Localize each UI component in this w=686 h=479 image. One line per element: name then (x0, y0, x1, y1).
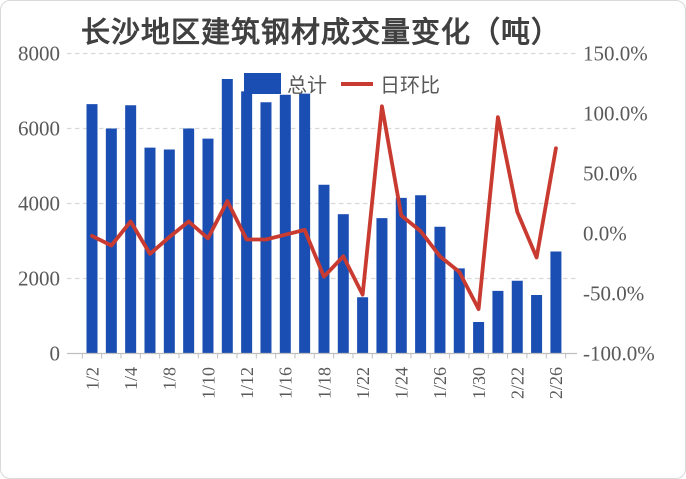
x-axis-label: 1/24 (392, 367, 412, 399)
x-axis-label: 1/22 (353, 367, 373, 399)
x-axis-label: 1/26 (430, 367, 450, 399)
left-axis-label: 2000 (18, 267, 60, 291)
bar-1/4 (125, 105, 137, 354)
bar-2/26 (550, 251, 562, 354)
bar-2/23 (531, 295, 543, 354)
x-axis-label: 1/12 (237, 367, 257, 399)
bar-1/2 (86, 104, 98, 354)
chart-title: 长沙地区建筑钢材成交量变化（吨） (80, 17, 561, 49)
x-axis-label: 1/18 (314, 367, 334, 399)
bar-1/16 (279, 94, 291, 354)
legend-line-swatch-icon (341, 81, 373, 86)
left-axis-label: 0 (50, 342, 61, 366)
bar-1/19 (337, 214, 349, 354)
bar-1/18 (318, 184, 330, 354)
right-axis-label: -50.0% (583, 282, 644, 306)
bar-1/29 (453, 268, 465, 354)
x-axis-label: 2/22 (508, 367, 528, 399)
right-axis-label: 150.0% (583, 42, 648, 66)
bar-1/17 (299, 93, 311, 354)
x-axis-label: 1/10 (198, 367, 218, 399)
x-axis-label: 1/4 (121, 367, 141, 390)
x-axis-label: 1/16 (276, 367, 296, 399)
bar-1/22 (357, 297, 369, 354)
right-axis-label: 50.0% (583, 162, 637, 186)
bar-1/3 (105, 128, 117, 354)
legend: 总计 日环比 (244, 71, 440, 97)
bar-1/26 (434, 226, 446, 354)
bar-1/31 (492, 290, 504, 354)
left-axis-label: 6000 (18, 117, 60, 141)
left-axis-label: 4000 (18, 192, 60, 216)
bar-1/10 (202, 138, 214, 354)
legend-label-total: 总计 (287, 75, 327, 97)
left-axis-label: 8000 (18, 42, 60, 66)
legend-label-ratio: 日环比 (380, 75, 440, 97)
legend-bar-swatch-icon (244, 73, 281, 94)
right-axis-label: 0.0% (583, 222, 627, 246)
bar-1/8 (163, 149, 175, 354)
ratio-line (90, 104, 558, 312)
bar-2/22 (511, 280, 523, 354)
bar-1/25 (415, 195, 427, 354)
bar-1/30 (473, 322, 485, 354)
bar-1/11 (221, 79, 233, 354)
right-axis-label: 100.0% (583, 102, 648, 126)
bar-1/12 (241, 91, 253, 354)
x-axis-label: 1/30 (469, 367, 489, 399)
bar-1/15 (260, 102, 272, 354)
bar-1/9 (183, 128, 195, 354)
bar-1/23 (376, 218, 388, 354)
x-axis-label: 1/2 (82, 367, 102, 390)
x-axis-label: 1/8 (160, 367, 180, 390)
right-axis-label: -100.0% (583, 342, 655, 366)
x-axis-label: 2/26 (546, 367, 566, 399)
bar-1/24 (395, 197, 407, 354)
